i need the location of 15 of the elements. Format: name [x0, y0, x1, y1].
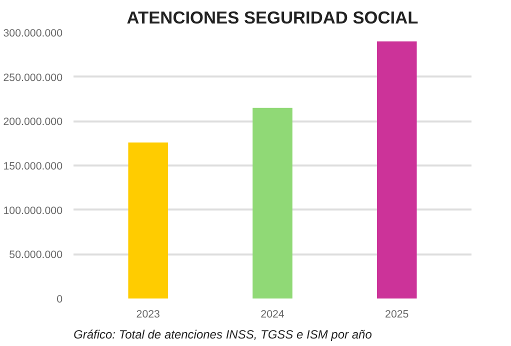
x-tick-label: 2024 [260, 308, 284, 320]
bar [376, 41, 417, 298]
y-tick-label: 50.000.000 [9, 249, 63, 262]
chart-title: ATENCIONES SEGURIDAD SOCIAL [126, 8, 419, 28]
y-tick-label: 250.000.000 [3, 72, 63, 84]
bar [128, 142, 168, 298]
x-tick-label: 2025 [385, 308, 409, 320]
y-tick-label: 0 [56, 294, 63, 306]
x-tick-label: 2023 [136, 308, 160, 320]
y-tick-label: 200.000.000 [3, 116, 63, 128]
y-tick-label: 150.000.000 [3, 160, 63, 172]
y-tick-label: 300.000.000 [3, 28, 63, 40]
bar [252, 108, 292, 298]
text: Gráfico: Total de atenciones INSS, TGSS e ISM por año [74, 328, 372, 342]
y-tick-label: 100.000.000 [3, 204, 63, 217]
